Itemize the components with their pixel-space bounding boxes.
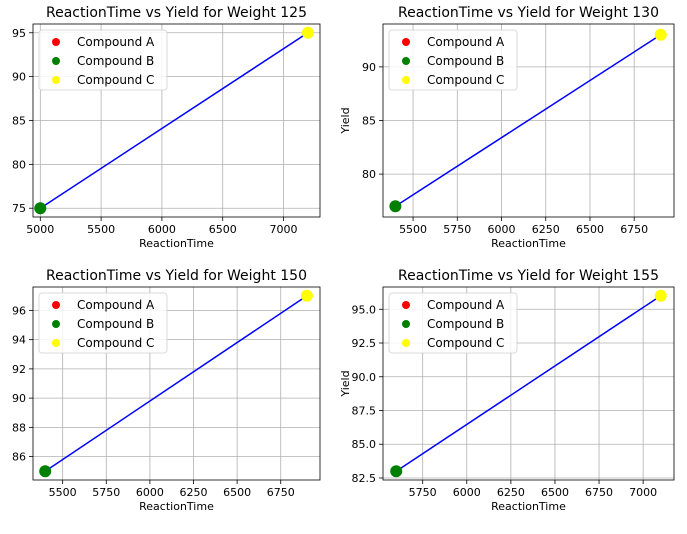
x-tick-label: 5750 [92,486,120,499]
legend-marker [402,320,410,328]
y-tick-label: 94 [12,334,26,347]
legend-label: Compound C [427,73,504,87]
y-tick-label: 90 [362,61,376,74]
x-tick-label: 5500 [87,223,115,236]
x-tick-label: 6000 [136,486,164,499]
y-tick-label: 75 [12,202,26,215]
legend-label: Compound C [77,73,154,87]
data-point-compound-b [39,465,51,477]
x-tick-label: 6250 [532,223,560,236]
subplot-2: 5500 5750 6000 6250 6500 6750 80 85 90 ReactionTi… [339,5,674,250]
legend-label: Compound A [77,298,155,312]
x-axis-label: ReactionTime [139,500,214,513]
x-tick-label: 7000 [629,486,657,499]
data-point-compound-c [301,290,313,302]
x-tick-label: 6750 [585,486,613,499]
legend-label: Compound B [427,317,504,331]
y-tick-label: 92 [12,363,26,376]
x-tick-label: 6500 [209,223,237,236]
x-tick-label: 6750 [620,223,648,236]
chart-title: ReactionTime vs Yield for Weight 150 [46,268,307,284]
legend-marker [402,339,410,347]
legend: Compound A Compound B Compound C [39,30,167,90]
y-tick-label: 85.0 [352,438,377,451]
y-tick-label: 86 [12,451,26,464]
legend: Compound A Compound B Compound C [389,293,517,353]
x-axis-label: ReactionTime [491,500,566,513]
chart-title: ReactionTime vs Yield for Weight 130 [398,5,659,21]
legend-marker [402,57,410,65]
legend-marker [52,301,60,309]
x-tick-label: 6500 [223,486,251,499]
x-tick-label: 6000 [148,223,176,236]
legend: Compound A Compound B Compound C [39,293,167,353]
y-tick-label: 80 [362,168,376,181]
y-tick-label: 90 [12,71,26,84]
y-tick-label: 80 [12,158,26,171]
x-tick-label: 6000 [488,223,516,236]
legend-label: Compound B [77,317,154,331]
x-axis-label: ReactionTime [139,237,214,250]
x-tick-label: 6750 [267,486,295,499]
chart-title: ReactionTime vs Yield for Weight 155 [398,268,659,284]
chart-title: ReactionTime vs Yield for Weight 125 [46,5,307,21]
legend-label: Compound A [77,35,155,49]
legend-label: Compound A [427,35,505,49]
legend-label: Compound C [77,336,154,350]
legend-label: Compound A [427,298,505,312]
legend: Compound A Compound B Compound C [389,30,517,90]
y-tick-label: 85 [12,115,26,128]
subplot-4: 5750 6000 6250 6500 6750 7000 82.5 85.0 87.5 90.0… [339,268,674,513]
y-tick-label: 95.0 [352,303,377,316]
data-point-compound-b [389,200,401,212]
legend-marker [402,76,410,84]
y-tick-label: 95 [12,27,26,40]
y-tick-label: 90.0 [352,371,377,384]
y-tick-label: 88 [12,421,26,434]
data-point-compound-b [390,465,402,477]
data-point-compound-b [34,202,46,214]
x-axis-label: ReactionTime [491,237,566,250]
y-tick-label: 96 [12,304,26,317]
legend-label: Compound B [427,54,504,68]
x-tick-label: 6000 [453,486,481,499]
x-tick-label: 7000 [270,223,298,236]
y-axis-label: Yield [339,107,352,134]
x-tick-label: 6250 [180,486,208,499]
legend-marker [52,339,60,347]
legend-marker [52,320,60,328]
legend-label: Compound C [427,336,504,350]
y-tick-label: 87.5 [352,404,377,417]
legend-marker [402,38,410,46]
legend-marker [52,57,60,65]
x-tick-label: 5500 [49,486,77,499]
legend-label: Compound B [77,54,154,68]
legend-marker [52,76,60,84]
subplot-1: 5000 5500 6000 6500 7000 75 80 85 90 95 ReactionTi… [12,5,320,250]
legend-marker [402,301,410,309]
x-tick-label: 6500 [541,486,569,499]
x-tick-label: 5000 [26,223,54,236]
y-tick-label: 92.5 [352,337,377,350]
data-point-compound-c [302,27,314,39]
y-tick-label: 82.5 [352,472,377,485]
subplot-3: 5500 5750 6000 6250 6500 6750 86 88 90 92 94 96 Reac… [12,268,320,513]
x-tick-label: 6250 [497,486,525,499]
legend-marker [52,38,60,46]
data-point-compound-c [655,290,667,302]
x-tick-label: 5750 [443,223,471,236]
x-tick-label: 6500 [576,223,604,236]
x-tick-label: 5500 [399,223,427,236]
data-point-compound-c [655,29,667,41]
y-tick-label: 85 [362,115,376,128]
y-tick-label: 90 [12,392,26,405]
y-axis-label: Yield [339,370,352,397]
x-tick-label: 5750 [409,486,437,499]
